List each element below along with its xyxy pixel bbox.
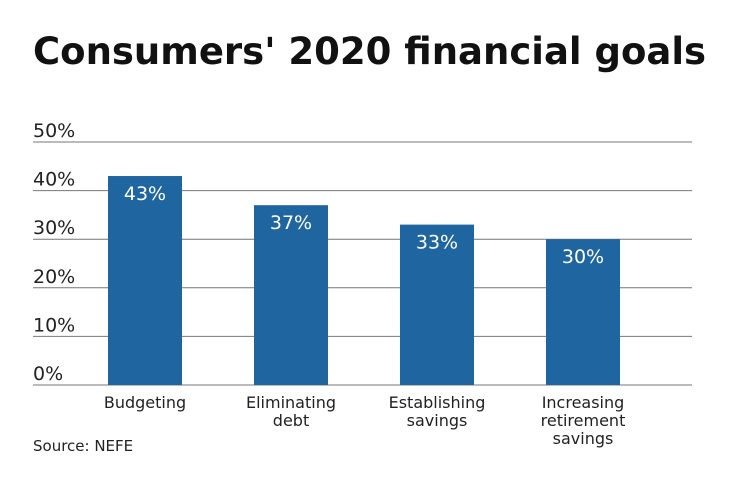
bar (254, 205, 328, 385)
category-labels: Budgeting EliminatingdebtEstablishingsavi… (104, 393, 626, 448)
y-tick-label: 30% (33, 217, 75, 239)
chart-title: Consumers' 2020 financial goals (33, 30, 706, 73)
bars: 43% 37% 33% 30% (108, 176, 620, 385)
category-label: retirement (541, 411, 626, 430)
category-label: Increasing (542, 393, 625, 412)
bar (400, 224, 474, 385)
category-label: Budgeting (104, 393, 186, 412)
category-label: Establishing (389, 393, 486, 412)
source-note: Source: NEFE (33, 437, 133, 455)
data-label: 33% (416, 232, 458, 254)
y-tick-label: 40% (33, 169, 75, 191)
data-label: 43% (124, 183, 166, 205)
y-tick-label: 50% (33, 120, 75, 142)
data-label: 37% (270, 212, 312, 234)
bar (108, 176, 182, 385)
category-label: Eliminating (246, 393, 336, 412)
data-label: 30% (562, 246, 604, 268)
bar (546, 239, 620, 385)
y-tick-label: 10% (33, 314, 75, 336)
category-label: savings (553, 429, 614, 448)
category-label: debt (273, 411, 309, 430)
category-label: savings (407, 411, 468, 430)
y-tick-label: 20% (33, 266, 75, 288)
y-tick-label: 0% (33, 363, 63, 385)
